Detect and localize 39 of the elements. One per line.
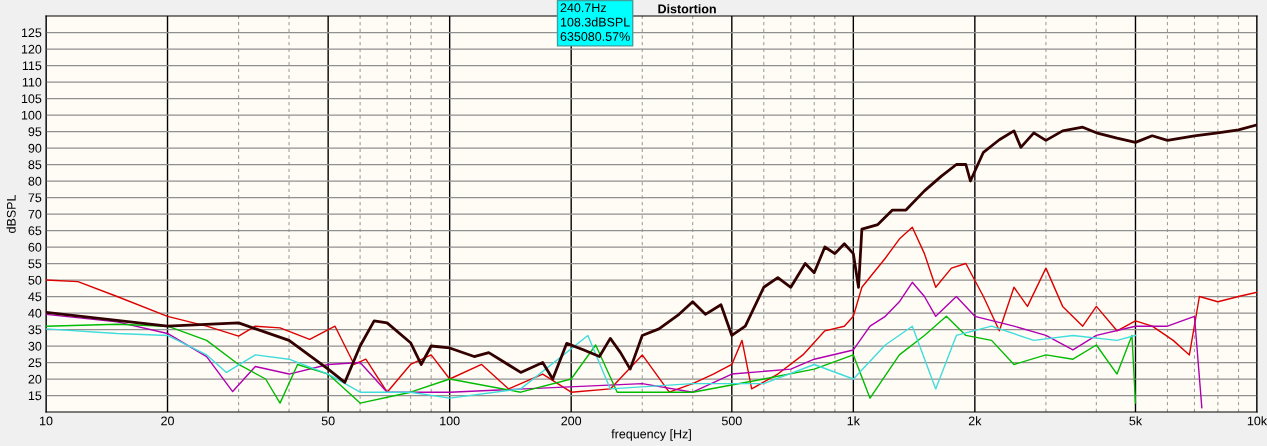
text: 240.7Hz	[560, 3, 606, 13]
y-tick-label: 100	[21, 110, 42, 120]
y-tick-label: 45	[28, 292, 42, 302]
y-tick-label: 40	[28, 308, 42, 318]
x-tick-label: 5k	[1129, 416, 1143, 426]
y-tick-label: 55	[28, 259, 42, 269]
y-tick-label: 15	[28, 391, 42, 401]
x-tick-label: 1k	[847, 416, 860, 426]
annotation: 108.3dBSPL	[560, 17, 630, 27]
y-tick-label: 95	[28, 127, 42, 137]
x-tick-label: 200	[561, 416, 582, 426]
y-axis-title: dBSPL	[6, 194, 16, 233]
annotation: 635080.57%	[560, 32, 630, 41]
x-tick-label: 500	[721, 416, 742, 426]
x-tick-label: 20	[161, 416, 174, 426]
x-tick-label: 50	[321, 416, 335, 426]
y-tick-label: 110	[22, 77, 42, 87]
y-tick-label: 75	[28, 193, 42, 203]
y-tick-label: 105	[21, 94, 42, 104]
y-tick-label: 125	[21, 28, 42, 38]
y-tick-label: 120	[21, 44, 42, 54]
x-tick-label: 10	[40, 416, 53, 426]
y-tick-label: 80	[28, 176, 42, 186]
x-tick-label: 2k	[968, 416, 982, 426]
y-tick-label: 70	[28, 209, 42, 219]
y-tick-label: 20	[28, 374, 42, 384]
x-axis-title: frequency [Hz]	[611, 429, 691, 441]
y-tick-label: 85	[28, 160, 42, 170]
y-tick-label: 65	[28, 226, 42, 236]
y-tick-label: 35	[28, 325, 42, 335]
y-tick-label: 90	[28, 143, 42, 153]
y-tick-label: 30	[28, 341, 42, 351]
chart-title: Distortion	[658, 4, 716, 14]
y-tick-label: 25	[28, 358, 42, 368]
x-tick-label: 100	[440, 416, 460, 426]
y-tick-label: 115	[22, 61, 42, 71]
x-tick-label: 10k	[1247, 416, 1267, 426]
y-tick-label: 50	[28, 275, 42, 285]
y-tick-label: 60	[28, 242, 42, 252]
